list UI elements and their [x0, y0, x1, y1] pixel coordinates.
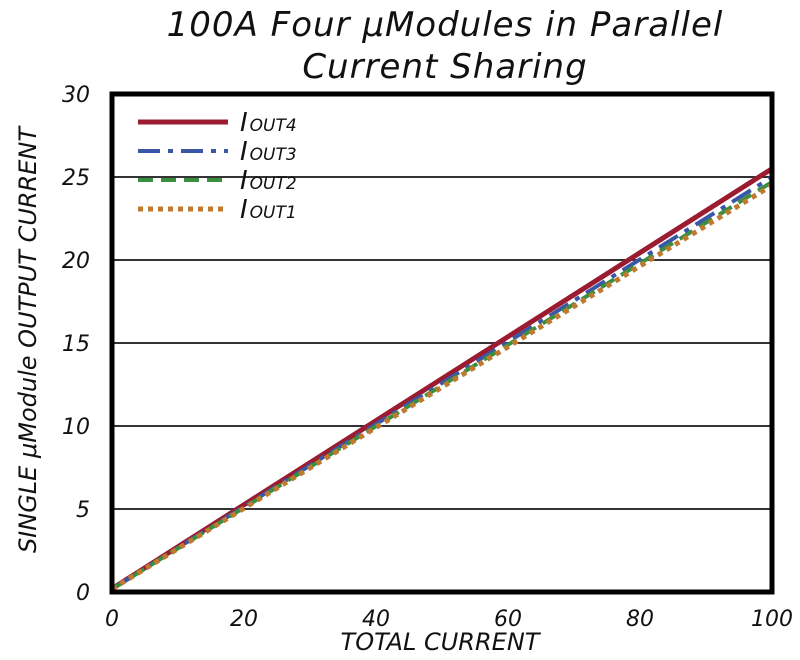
- x-tick-label-2: 40: [362, 607, 390, 632]
- legend-label-iout2: I OUT2: [240, 166, 297, 196]
- plot-frame: [109, 91, 775, 595]
- y-tick-label-4: 20: [62, 249, 90, 274]
- y-tick-label-5: 25: [62, 166, 90, 191]
- series-layer: [110, 166, 774, 592]
- x-tick-label-5: 100: [751, 607, 793, 632]
- x-tick-label-0: 0: [105, 607, 119, 632]
- x-tick-label-1: 20: [230, 607, 258, 632]
- y-tick-label-2: 10: [62, 415, 90, 440]
- grid: [112, 176, 772, 510]
- series-line-iout1: [110, 183, 774, 592]
- y-tick-label-0: 0: [76, 581, 90, 606]
- x-axis-label: TOTAL CURRENT: [341, 628, 542, 655]
- legend-label-iout3: I OUT3: [240, 137, 297, 167]
- tick-labels: 0 5 10 15 20 25 30 0 20 40 60 80 100: [62, 83, 793, 632]
- y-tick-label-6: 30: [62, 83, 90, 108]
- chart-title: 100A Four μModules in Parallel: [167, 5, 724, 45]
- x-tick-label-4: 80: [626, 607, 654, 632]
- legend-label-iout1: I OUT1: [240, 195, 297, 225]
- y-tick-label-3: 15: [62, 332, 90, 357]
- chart-subtitle: Current Sharing: [302, 47, 587, 87]
- series-line-iout2: [110, 180, 774, 591]
- y-tick-label-1: 5: [76, 498, 90, 523]
- x-tick-label-3: 60: [494, 607, 522, 632]
- y-axis-label: SINGLE μModule OUTPUT CURRENT: [14, 125, 42, 553]
- legend-label-iout4: I OUT4: [240, 108, 297, 138]
